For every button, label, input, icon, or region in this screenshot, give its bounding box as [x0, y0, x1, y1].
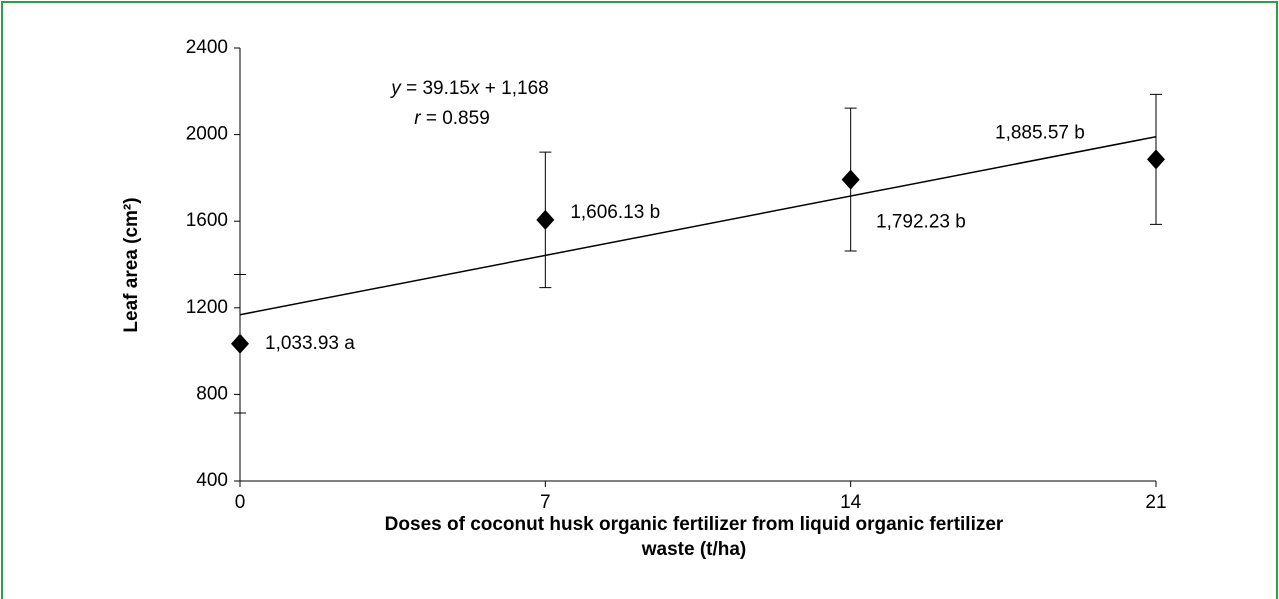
x-tick-label: 7: [540, 492, 551, 513]
marker: [1147, 149, 1165, 170]
y-axis-label: Leaf area (cm²): [121, 197, 142, 332]
x-axis-label: Doses of coconut husk organic fertilizer…: [385, 514, 1004, 535]
data-label: 1,033.93 a: [265, 333, 355, 354]
equation-part: = 39.15: [401, 78, 470, 99]
y-tick-label: 400: [196, 470, 228, 491]
data-label: 1,885.57 b: [995, 122, 1085, 143]
x-tick-label: 0: [235, 492, 246, 513]
y-tick-label: 800: [196, 383, 228, 404]
r-part: = 0.859: [421, 108, 490, 129]
equation-part: x: [469, 78, 481, 99]
trendline: [239, 135, 1157, 316]
equation-part: y: [389, 78, 402, 99]
y-tick-label: 1200: [186, 297, 228, 318]
marker: [536, 209, 555, 230]
data-label: 1,792.23 b: [876, 212, 966, 233]
y-tick-label: 2000: [186, 124, 228, 145]
r-part: r: [414, 108, 421, 129]
y-tick-label: 2400: [186, 37, 228, 58]
equation: y = 39.15x + 1,168: [389, 78, 548, 99]
data-label: 1,606.13 b: [570, 202, 660, 223]
x-tick-label: 21: [1145, 492, 1166, 513]
r-value: r = 0.859: [414, 108, 490, 129]
y-tick-label: 1600: [186, 210, 228, 231]
equation-part: + 1,168: [480, 78, 549, 99]
marker: [231, 333, 249, 354]
marker: [841, 169, 860, 190]
x-tick-label: 14: [840, 492, 862, 513]
x-axis-label: waste (t/ha): [641, 539, 747, 560]
